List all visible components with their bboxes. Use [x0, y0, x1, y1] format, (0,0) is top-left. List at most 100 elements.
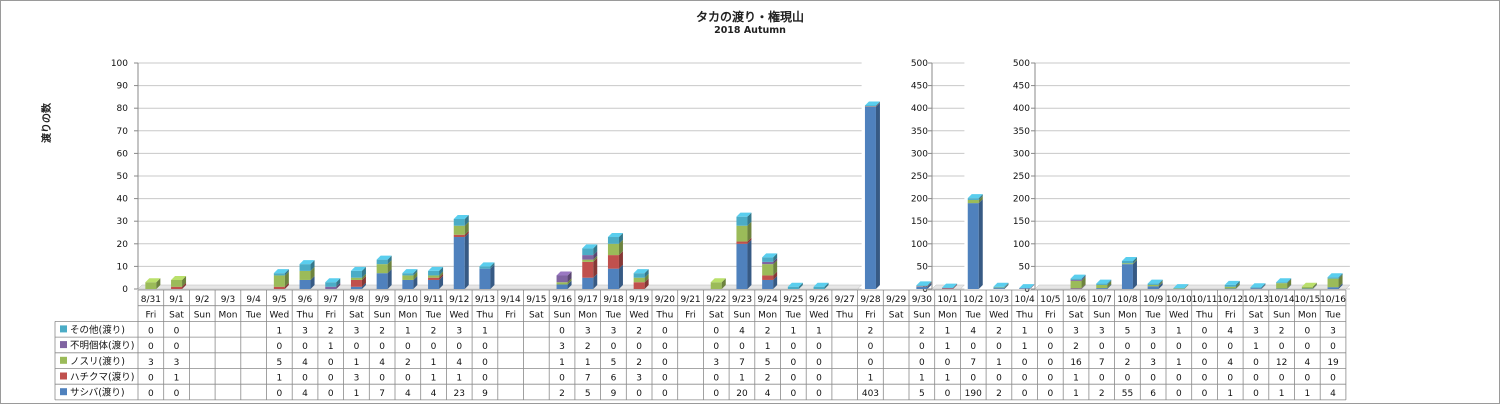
- data-value: 4: [302, 358, 308, 368]
- bar-segment: [736, 225, 748, 242]
- data-value: 1: [1022, 342, 1028, 352]
- data-value: 190: [965, 389, 982, 399]
- weekday-label: Wed: [1169, 311, 1189, 321]
- bar-segment-side: [644, 273, 649, 283]
- weekday-label: Thu: [1015, 311, 1033, 321]
- y-tick-label: 150: [911, 217, 928, 227]
- bar-segment-side: [1132, 260, 1137, 289]
- data-value: 0: [1279, 342, 1285, 352]
- bar-segment: [299, 270, 311, 280]
- bar-top-face: [299, 260, 315, 265]
- bar-segment: [993, 286, 1005, 288]
- data-value: 0: [1330, 374, 1336, 384]
- bar-segment: [273, 286, 285, 289]
- data-value: 1: [559, 358, 565, 368]
- data-value: 0: [636, 342, 642, 352]
- y-tick-label: 200: [1013, 195, 1030, 205]
- data-value: 1: [328, 342, 334, 352]
- bar-top-face: [402, 269, 418, 274]
- data-value: 1: [1073, 374, 1079, 384]
- data-value: 0: [276, 342, 282, 352]
- bar-segment-side: [593, 273, 598, 289]
- data-value: 0: [482, 358, 488, 368]
- weekday-label: Mon: [398, 311, 417, 321]
- bar-segment: [967, 198, 979, 200]
- bar-segment-side: [875, 101, 880, 107]
- bar-segment-side: [1107, 280, 1112, 289]
- data-value: 3: [1150, 326, 1156, 336]
- data-value: 0: [1125, 374, 1131, 384]
- bar-segment-side: [618, 264, 623, 289]
- bar-top-face: [942, 283, 958, 288]
- bar-segment: [171, 286, 183, 289]
- data-value: 2: [405, 358, 411, 368]
- data-value: 0: [1150, 374, 1156, 384]
- weekday-label: Sat: [709, 311, 724, 321]
- data-value: 0: [1202, 342, 1208, 352]
- data-value: 1: [996, 358, 1002, 368]
- data-value: 0: [636, 389, 642, 399]
- bar-segment: [864, 106, 876, 290]
- data-value: 2: [996, 326, 1002, 336]
- data-value: 0: [1176, 342, 1182, 352]
- data-value: 1: [816, 326, 822, 336]
- bar-segment: [1301, 286, 1313, 289]
- y-tick-label: 350: [1013, 127, 1030, 137]
- bar-top-face: [479, 262, 495, 267]
- bar-segment: [325, 282, 337, 287]
- weekday-label: Fri: [1225, 311, 1236, 321]
- bar-segment: [453, 237, 465, 289]
- bar-segment-side: [336, 282, 341, 289]
- data-value: 0: [662, 358, 668, 368]
- data-value: 0: [945, 358, 951, 368]
- bar-segment-side: [1004, 282, 1009, 288]
- bar-segment: [376, 264, 388, 274]
- bar-segment: [582, 277, 594, 289]
- bar-segment: [556, 275, 568, 283]
- data-value: 0: [945, 389, 951, 399]
- bar-top-face: [1147, 279, 1163, 284]
- bar-segment-side: [336, 278, 341, 287]
- data-value: 7: [970, 358, 976, 368]
- data-value: 0: [1227, 374, 1233, 384]
- x-tick-label: 9/5: [272, 295, 286, 305]
- bar-top-face: [1019, 284, 1035, 289]
- data-value: 0: [1176, 374, 1182, 384]
- bar-segment-side: [387, 260, 392, 274]
- data-value: 1: [431, 374, 437, 384]
- bar-segment: [1276, 282, 1288, 284]
- bar-segment-side: [644, 269, 649, 278]
- data-value: 0: [662, 374, 668, 384]
- data-value: 3: [636, 374, 642, 384]
- data-value: 2: [636, 358, 642, 368]
- weekday-label: Tue: [1324, 311, 1341, 321]
- x-tick-label: 9/8: [349, 295, 364, 305]
- data-value: 0: [559, 374, 565, 384]
- data-value: 0: [405, 374, 411, 384]
- bar-segment-side: [464, 233, 469, 289]
- data-value: 0: [1253, 389, 1259, 399]
- bar-segment-side: [310, 260, 315, 271]
- x-tick-label: 9/10: [398, 295, 418, 305]
- bar-segment: [993, 288, 1005, 289]
- weekday-label: Mon: [218, 311, 237, 321]
- bar-segment-side: [361, 275, 366, 287]
- y-tick-label: 50: [917, 262, 929, 272]
- weekday-label: Thu: [835, 311, 853, 321]
- y-tick-label: 200: [911, 195, 928, 205]
- bar-segment-side: [618, 233, 623, 244]
- bar-segment: [582, 248, 594, 256]
- data-value: 4: [405, 389, 411, 399]
- y-tick-label: 40: [117, 195, 129, 205]
- bar-segment: [967, 199, 979, 204]
- data-value: 0: [559, 326, 565, 336]
- y-tick-label: 450: [911, 82, 928, 92]
- bar-segment-side: [387, 255, 392, 265]
- bar-segment: [1147, 283, 1159, 285]
- bar-segment: [1096, 288, 1108, 289]
- y-tick-label: 100: [911, 240, 928, 250]
- data-value: 1: [1022, 326, 1028, 336]
- bar-segment-side: [618, 251, 623, 269]
- data-value: 0: [1330, 342, 1336, 352]
- bar-segment-side: [773, 257, 778, 265]
